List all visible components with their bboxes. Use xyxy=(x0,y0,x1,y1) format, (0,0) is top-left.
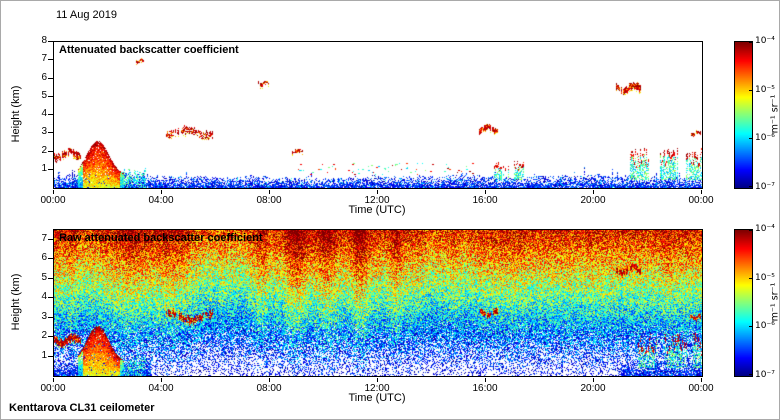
y-axis-ticks: 1 2 3 4 5 6 7 8 xyxy=(19,35,53,187)
y-tick-label: 7 xyxy=(41,53,47,65)
x-tick-mark xyxy=(161,190,162,194)
instrument-label: Kenttarova CL31 ceilometer xyxy=(9,402,155,414)
y-tick-mark xyxy=(48,150,53,152)
y-tick-mark xyxy=(48,316,53,318)
y-tick-label: 1 xyxy=(41,349,47,361)
y-tick-label: 5 xyxy=(41,271,47,283)
y-tick-label: 5 xyxy=(41,89,47,101)
y-tick-mark xyxy=(48,336,53,338)
x-tick-label: 16:00 xyxy=(472,383,498,394)
y-tick-label: 3 xyxy=(41,126,47,138)
date-label: 11 Aug 2019 xyxy=(56,9,117,21)
colorbar-ticks: 10⁻⁴ 10⁻⁵ 10⁻⁶ 10⁻⁷ xyxy=(1,224,779,380)
y-tick-mark xyxy=(48,114,53,115)
x-tick-label: 04:00 xyxy=(148,195,174,206)
x-tick-label: 12:00 xyxy=(364,195,390,206)
colorbar-tick-mark xyxy=(749,374,753,375)
x-tick-mark xyxy=(269,378,270,382)
y-tick-label: 2 xyxy=(41,144,47,156)
colorbar-gradient xyxy=(735,230,752,376)
y-tick-label: 4 xyxy=(41,108,47,119)
colorbar-gradient xyxy=(735,42,752,188)
x-axis-ticks: 00:00 04:00 08:00 12:00 16:00 20:00 00:00 xyxy=(40,190,714,207)
y-tick-mark xyxy=(48,297,53,299)
colorbar-tick-label: 10⁻⁴ xyxy=(755,36,775,46)
colorbar-tick-label: 10⁻⁷ xyxy=(755,182,775,192)
x-tick-mark xyxy=(593,378,594,382)
x-axis-ticks: 00:00 04:00 08:00 12:00 16:00 20:00 00:00 xyxy=(40,378,714,395)
plot-title-attenuated: Attenuated backscatter coefficient xyxy=(59,44,239,56)
y-tick-mark xyxy=(48,238,53,240)
x-tick-mark xyxy=(161,378,162,382)
x-axis-label: Time (UTC) xyxy=(348,392,406,404)
x-tick-label: 20:00 xyxy=(580,383,606,394)
x-tick-label: 20:00 xyxy=(580,195,606,206)
colorbar-tick-label: 10⁻⁶ xyxy=(755,133,775,144)
x-tick-label: 04:00 xyxy=(148,383,174,394)
y-tick-mark xyxy=(48,41,53,42)
colorbar xyxy=(734,229,753,377)
colorbar-tick-label: 10⁻⁷ xyxy=(755,370,775,380)
x-tick-mark xyxy=(269,190,270,194)
colorbar-tick-mark xyxy=(749,277,753,279)
y-tick-label: 7 xyxy=(41,232,47,244)
colorbar-tick-label: 10⁻⁴ xyxy=(755,224,775,234)
y-tick-mark xyxy=(48,355,53,357)
x-tick-mark xyxy=(593,190,594,194)
colorbar-tick-label: 10⁻⁶ xyxy=(755,321,775,332)
plot-title-raw: Raw attenuated backscatter coefficient xyxy=(59,232,263,244)
colorbar-unit-label: m⁻¹ sr⁻¹ xyxy=(769,282,780,322)
x-tick-label: 00:00 xyxy=(40,195,66,206)
y-tick-mark xyxy=(48,95,53,97)
y-tick-mark xyxy=(48,77,53,79)
x-tick-label: 16:00 xyxy=(472,195,498,206)
panel-raw-backscatter: Raw attenuated backscatter coefficient 1… xyxy=(1,224,780,409)
x-tick-label: 00:00 xyxy=(688,195,714,206)
y-tick-label: 8 xyxy=(41,35,47,46)
x-tick-label: 00:00 xyxy=(688,383,714,394)
y-tick-mark xyxy=(48,59,53,61)
heatmap-raw-canvas xyxy=(54,230,702,376)
y-tick-label: 1 xyxy=(41,162,47,174)
colorbar-unit-label: m⁻¹ sr⁻¹ xyxy=(769,94,780,134)
x-tick-label: 12:00 xyxy=(364,383,390,394)
y-tick-mark xyxy=(48,168,53,170)
panel-attenuated-backscatter: Attenuated backscatter coefficient 1 2 3 4 5… xyxy=(1,35,780,221)
y-tick-label: 3 xyxy=(41,310,47,322)
colorbar-tick-label: 10⁻⁵ xyxy=(755,84,775,95)
y-tick-mark xyxy=(48,277,53,279)
x-tick-mark xyxy=(53,190,54,194)
x-tick-mark xyxy=(377,190,378,194)
y-tick-label: 6 xyxy=(41,71,47,83)
heatmap-attenuated-canvas xyxy=(54,42,702,188)
x-tick-label: 08:00 xyxy=(256,383,282,394)
colorbar-tick-label: 10⁻⁵ xyxy=(755,272,775,283)
colorbar-tick-mark xyxy=(749,186,753,187)
colorbar-tick-mark xyxy=(749,89,753,91)
colorbar-tick-mark xyxy=(749,138,753,140)
y-axis-ticks: 1 2 3 4 5 6 7 xyxy=(19,229,53,375)
x-tick-label: 00:00 xyxy=(40,383,66,394)
y-tick-label: 2 xyxy=(41,330,47,342)
x-tick-mark xyxy=(377,378,378,382)
x-tick-label: 08:00 xyxy=(256,195,282,206)
x-tick-mark xyxy=(485,190,486,194)
plot-area-raw xyxy=(53,229,703,377)
y-tick-mark xyxy=(48,258,53,260)
y-tick-label: 4 xyxy=(41,291,47,303)
x-tick-mark xyxy=(485,378,486,382)
y-tick-mark xyxy=(48,132,53,134)
colorbar-ticks: 10⁻⁴ 10⁻⁵ 10⁻⁶ 10⁻⁷ xyxy=(1,36,779,192)
colorbar-tick-mark xyxy=(749,42,753,43)
x-axis-label: Time (UTC) xyxy=(348,204,406,216)
y-tick-label: 6 xyxy=(41,252,47,264)
colorbar xyxy=(734,41,753,189)
colorbar-tick-mark xyxy=(749,326,753,328)
x-tick-mark xyxy=(53,378,54,382)
plot-area-attenuated xyxy=(53,41,703,189)
x-tick-mark xyxy=(701,378,702,382)
x-tick-mark xyxy=(701,190,702,194)
colorbar-tick-mark xyxy=(749,230,753,231)
